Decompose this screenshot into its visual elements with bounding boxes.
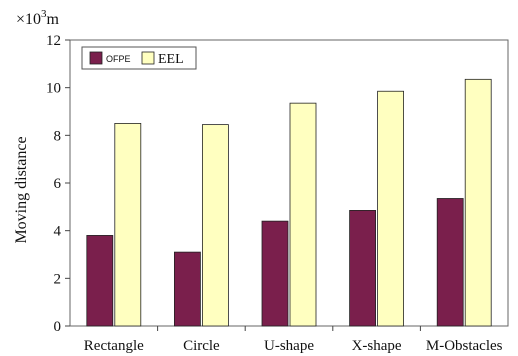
bar-eel-x-shape — [377, 90, 405, 327]
legend-label-ofpe: OFPE — [106, 54, 131, 64]
y-axis-label: Moving distance — [13, 136, 30, 243]
bar-ofpe-x-shape — [349, 210, 377, 327]
legend-box — [81, 46, 197, 70]
unit-label: ×103m — [16, 8, 60, 28]
unit-suffix: m — [47, 11, 60, 28]
bar-eel-m-obstacles — [464, 78, 492, 327]
x-category-label: X-shape — [352, 338, 402, 354]
legend-swatch-eel — [141, 51, 155, 65]
x-axis-categories: Rectangle Circle U-shape X-shape M-Obstacles — [84, 326, 503, 354]
bar-ofpe-rectangle — [86, 235, 114, 327]
y-tick-label: 2 — [54, 271, 62, 287]
bar-ofpe-m-obstacles — [436, 198, 464, 327]
x-category-label: Rectangle — [84, 338, 144, 354]
bar-ofpe-u-shape — [261, 220, 289, 327]
legend-label-eel: EEL — [158, 52, 184, 67]
bar-eel-circle — [201, 124, 229, 327]
y-tick-label: 0 — [54, 319, 62, 335]
y-tick-label: 8 — [54, 128, 62, 144]
y-axis-ticks: 0 2 4 6 8 10 12 — [46, 33, 70, 335]
plot-area — [69, 39, 509, 327]
y-tick-label: 10 — [46, 81, 61, 97]
x-category-label: U-shape — [264, 338, 314, 354]
bar-ofpe-circle — [173, 251, 201, 327]
bar-eel-u-shape — [289, 102, 317, 327]
y-tick-label: 4 — [54, 224, 62, 240]
y-tick-label: 12 — [46, 33, 61, 49]
bars — [86, 78, 492, 327]
x-category-label: Circle — [183, 338, 220, 354]
bar-eel-rectangle — [114, 123, 142, 327]
legend: OFPE EEL — [81, 46, 197, 70]
legend-swatch-ofpe — [89, 51, 103, 65]
x-category-label: M-Obstacles — [426, 338, 503, 354]
unit-prefix: ×10 — [16, 11, 41, 28]
y-tick-label: 6 — [54, 176, 62, 192]
unit-exponent: 3 — [41, 8, 47, 20]
